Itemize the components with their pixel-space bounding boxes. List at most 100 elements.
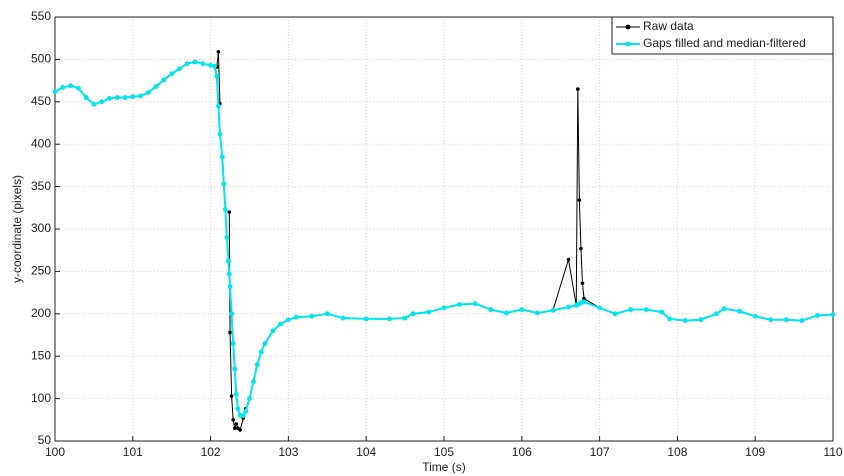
data-point xyxy=(324,311,330,317)
data-point xyxy=(240,413,246,418)
data-point xyxy=(224,235,230,240)
data-point xyxy=(234,422,239,426)
data-point xyxy=(363,316,369,322)
y-tick-label: 450 xyxy=(31,94,51,108)
data-point xyxy=(519,307,525,312)
data-point xyxy=(441,305,447,311)
data-point xyxy=(278,321,284,327)
data-point xyxy=(752,313,758,319)
data-point xyxy=(107,96,112,101)
y-tick-label: 350 xyxy=(31,179,51,193)
data-point xyxy=(783,317,789,323)
y-tick-label: 500 xyxy=(31,52,51,66)
data-point xyxy=(219,154,225,160)
data-point xyxy=(232,366,238,372)
data-point xyxy=(581,299,587,305)
data-point xyxy=(184,61,190,67)
data-point xyxy=(566,257,571,262)
y-tick-label: 150 xyxy=(31,348,51,362)
data-point xyxy=(457,302,462,307)
data-point xyxy=(138,93,143,99)
data-point xyxy=(221,181,227,187)
x-tick-label: 104 xyxy=(356,445,376,459)
x-tick-label: 107 xyxy=(590,445,610,459)
data-point xyxy=(258,349,264,355)
data-point xyxy=(99,99,105,105)
y-tick-label: 100 xyxy=(31,391,51,405)
data-point xyxy=(130,94,136,100)
y-tick-label: 550 xyxy=(31,9,51,23)
data-point xyxy=(229,311,235,317)
data-point xyxy=(682,318,688,323)
data-point xyxy=(577,198,582,202)
legend-marker xyxy=(625,24,631,30)
data-point xyxy=(576,87,580,91)
data-point xyxy=(799,318,805,323)
data-point xyxy=(153,84,159,89)
data-point xyxy=(75,85,81,91)
data-point xyxy=(309,313,315,319)
data-point xyxy=(214,73,220,79)
data-point xyxy=(192,59,198,65)
data-point xyxy=(387,316,392,322)
data-point xyxy=(60,84,66,90)
data-point xyxy=(91,101,97,107)
data-point xyxy=(582,296,586,301)
data-point xyxy=(737,308,743,314)
data-point xyxy=(254,362,260,368)
x-tick-label: 105 xyxy=(434,445,454,459)
data-point xyxy=(114,95,120,100)
data-point xyxy=(122,95,128,100)
data-point xyxy=(231,418,235,422)
data-point xyxy=(472,301,478,307)
x-tick-label: 108 xyxy=(667,445,687,459)
data-point xyxy=(550,308,556,313)
axes-box xyxy=(54,16,834,442)
y-tick-label: 250 xyxy=(31,264,51,278)
x-tick-label: 110 xyxy=(823,445,842,459)
data-point xyxy=(222,207,228,212)
data-point xyxy=(262,341,268,346)
data-point xyxy=(566,304,571,310)
data-point xyxy=(229,394,234,398)
data-point xyxy=(52,89,58,95)
x-tick-label: 103 xyxy=(278,445,298,459)
data-point xyxy=(340,315,346,321)
x-tick-label: 106 xyxy=(512,445,532,459)
data-point xyxy=(410,311,416,317)
y-tick-label: 300 xyxy=(31,221,51,235)
data-point xyxy=(227,210,232,214)
data-point xyxy=(247,396,252,401)
legend-marker xyxy=(625,41,631,47)
data-point xyxy=(228,330,232,335)
data-point xyxy=(232,426,237,431)
data-point xyxy=(161,77,167,83)
data-point xyxy=(659,309,665,315)
data-point xyxy=(612,311,618,317)
data-point xyxy=(145,90,151,95)
data-point xyxy=(217,131,223,137)
x-tick-label: 101 xyxy=(123,445,143,459)
data-point xyxy=(212,63,217,69)
data-point xyxy=(233,391,239,397)
legend: Raw data Gaps filled and median-filtered xyxy=(611,16,834,55)
y-tick-label: 200 xyxy=(31,306,51,320)
data-point xyxy=(830,312,836,318)
data-point xyxy=(293,314,299,320)
data-point xyxy=(768,317,774,323)
data-point xyxy=(628,307,634,312)
data-point xyxy=(250,379,256,385)
data-point xyxy=(643,307,649,312)
data-point xyxy=(226,258,231,264)
data-point xyxy=(426,309,431,315)
data-point xyxy=(216,49,221,54)
data-point xyxy=(286,317,291,323)
x-tick-label: 100 xyxy=(45,445,65,459)
data-point xyxy=(215,103,221,109)
data-point xyxy=(534,310,540,316)
data-point xyxy=(597,305,602,311)
data-point xyxy=(721,306,727,312)
data-point xyxy=(235,406,241,412)
data-point xyxy=(667,316,673,322)
